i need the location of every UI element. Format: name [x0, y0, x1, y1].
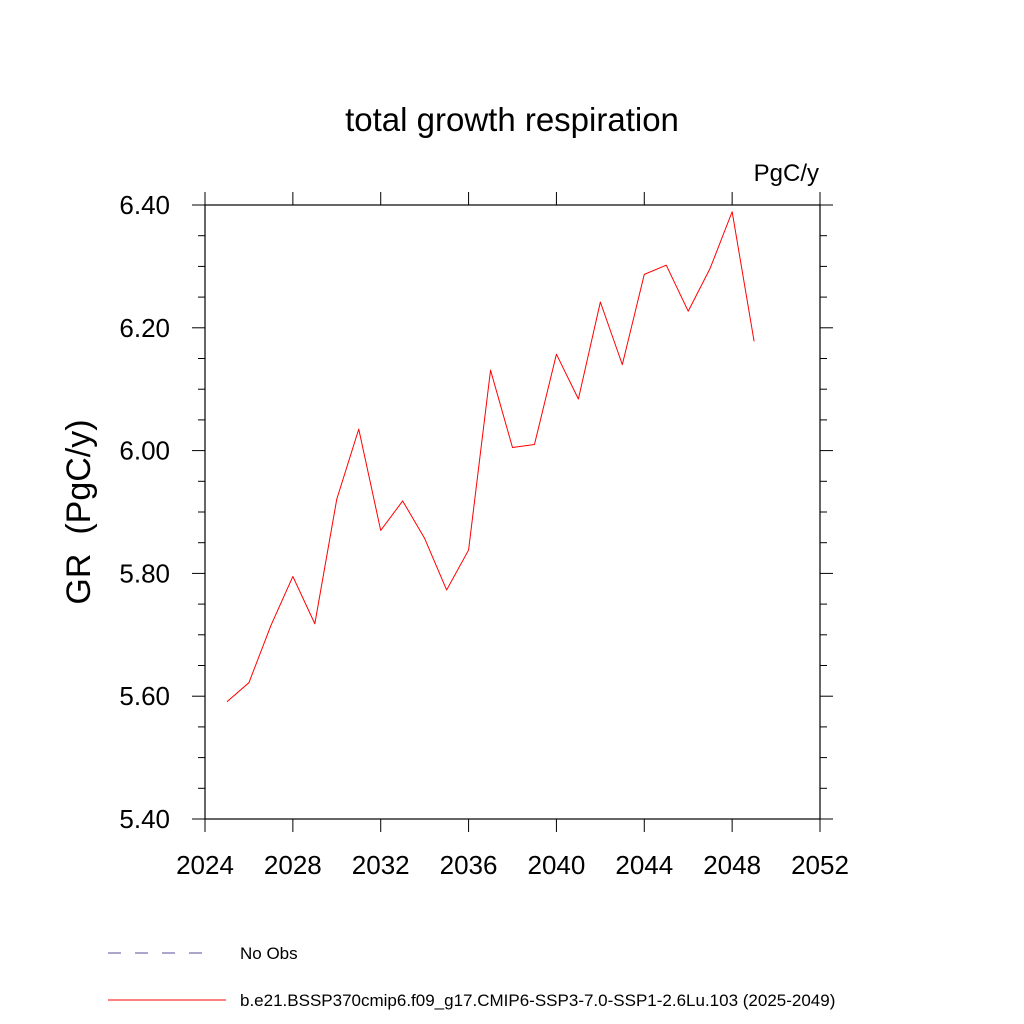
x-tick-label: 2048	[703, 850, 761, 880]
x-axis-ticks: 2024 2028 2032 2036 2040 2044 2048 2052	[176, 192, 849, 880]
plot-frame	[204, 204, 821, 820]
series-layer	[226, 211, 755, 703]
y-axis-ticks: 5.40 5.60 5.80 6.00 6.20 6.40	[119, 190, 833, 834]
x-tick-label: 2040	[528, 850, 586, 880]
y-tick-label: 6.00	[119, 436, 170, 466]
y-tick-label: 5.80	[119, 558, 170, 588]
x-tick-label: 2044	[615, 850, 673, 880]
legend-label-no-obs: No Obs	[240, 944, 298, 963]
y-tick-label: 5.60	[119, 681, 170, 711]
legend-label-run: b.e21.BSSP370cmip6.f09_g17.CMIP6-SSP3-7.…	[240, 991, 835, 1010]
chart-title: total growth respiration	[345, 101, 679, 138]
units-label: PgC/y	[754, 160, 819, 187]
x-tick-label: 2024	[176, 850, 234, 880]
y-tick-label: 5.40	[119, 804, 170, 834]
y-tick-label: 6.20	[119, 313, 170, 343]
x-tick-label: 2052	[791, 850, 849, 880]
y-axis-label: GR (PgC/y)	[60, 419, 98, 604]
y-tick-label: 6.40	[119, 190, 170, 220]
legend: No Obs b.e21.BSSP370cmip6.f09_g17.CMIP6-…	[108, 944, 835, 1010]
series-line	[226, 211, 755, 703]
x-tick-label: 2032	[352, 850, 410, 880]
x-tick-label: 2036	[440, 850, 498, 880]
x-tick-label: 2028	[264, 850, 322, 880]
